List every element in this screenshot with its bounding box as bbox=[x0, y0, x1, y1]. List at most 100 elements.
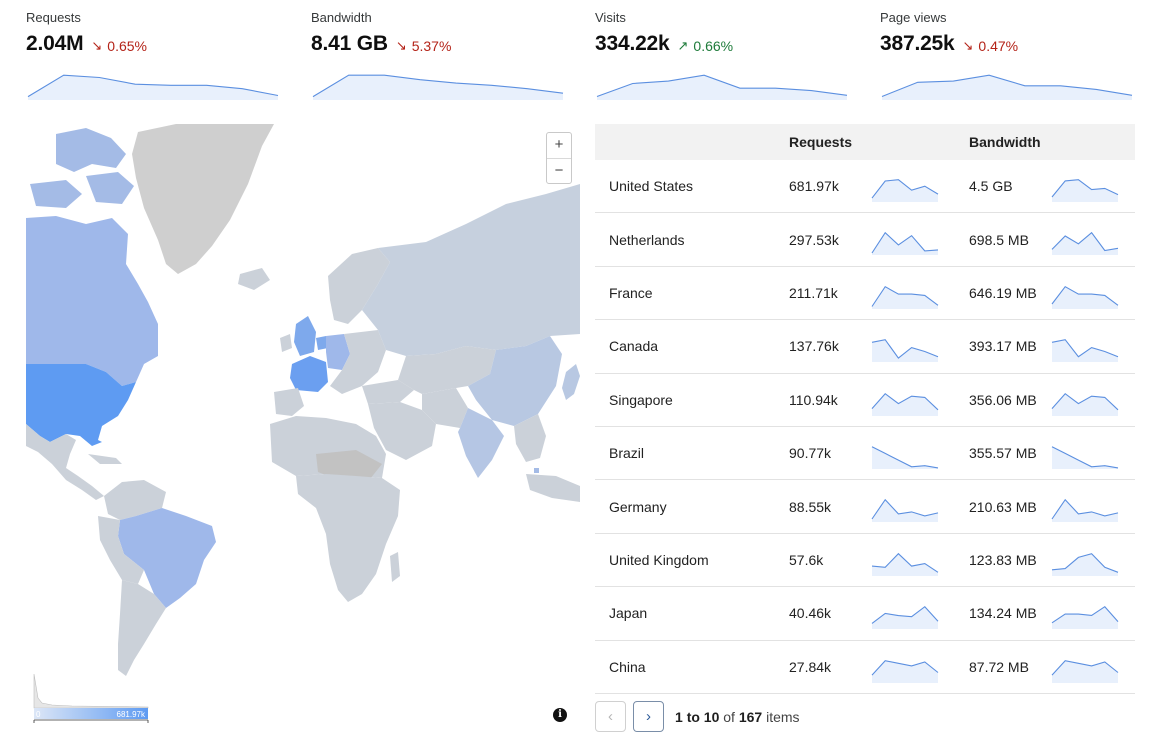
cell-bandwidth: 4.5 GB bbox=[969, 178, 1013, 195]
table-header: Requests Bandwidth bbox=[595, 124, 1135, 160]
sparkline-line bbox=[1051, 499, 1119, 520]
requests-sparkline bbox=[871, 606, 939, 630]
table-row[interactable]: France 211.71k 646.19 MB bbox=[595, 267, 1135, 321]
map-country-united-states[interactable] bbox=[26, 364, 136, 446]
map-country-turkey[interactable] bbox=[362, 380, 414, 404]
kpi-delta-value: 0.66% bbox=[693, 38, 734, 54]
cell-requests: 137.76k bbox=[789, 338, 839, 355]
table-row[interactable]: Germany 88.55k 210.63 MB bbox=[595, 480, 1135, 534]
sparkline-line bbox=[871, 552, 939, 573]
info-icon[interactable]: i bbox=[553, 708, 567, 722]
legend-gradient: 0 681.97k bbox=[33, 673, 149, 723]
bandwidth-sparkline bbox=[1051, 552, 1119, 576]
map-country-canada[interactable] bbox=[26, 216, 158, 386]
table-row[interactable]: Canada 137.76k 393.17 MB bbox=[595, 320, 1135, 374]
bandwidth-sparkline bbox=[1051, 659, 1119, 683]
zoom-in-button[interactable]: + bbox=[554, 136, 564, 153]
map-country-brazil[interactable] bbox=[118, 508, 216, 608]
sparkline-area bbox=[28, 75, 278, 100]
kpi-label: Visits bbox=[595, 10, 626, 25]
table-row[interactable]: Netherlands 297.53k 698.5 MB bbox=[595, 213, 1135, 267]
sparkline-area bbox=[872, 606, 938, 630]
sparkline-line bbox=[871, 285, 939, 307]
table-row[interactable]: Singapore 110.94k 356.06 MB bbox=[595, 374, 1135, 427]
map-country-china[interactable] bbox=[468, 336, 562, 426]
table-row[interactable]: China 27.84k 87.72 MB bbox=[595, 641, 1135, 694]
kpi-sparkline bbox=[881, 74, 1133, 100]
cell-country: United Kingdom bbox=[609, 551, 709, 568]
kpi-value: 334.22k bbox=[595, 32, 670, 55]
map-country-mexico[interactable] bbox=[26, 424, 104, 500]
map-country-germany[interactable] bbox=[326, 334, 350, 370]
map-country-iceland[interactable] bbox=[238, 268, 270, 290]
prev-page-button[interactable]: ‹ bbox=[595, 701, 626, 732]
sparkline-line bbox=[1051, 606, 1119, 624]
sparkline-area bbox=[1052, 553, 1118, 576]
map-country-spain[interactable] bbox=[274, 388, 304, 416]
page-of-word: of bbox=[723, 708, 735, 725]
sparkline-line bbox=[881, 74, 1133, 98]
table-row[interactable]: Japan 40.46k 134.24 MB bbox=[595, 587, 1135, 641]
sparkline-line bbox=[1051, 446, 1119, 469]
map-country-indonesia[interactable] bbox=[526, 474, 580, 502]
world-map[interactable] bbox=[26, 124, 580, 694]
cell-bandwidth: 123.83 MB bbox=[969, 551, 1037, 568]
table-row[interactable]: Brazil 90.77k 355.57 MB bbox=[595, 427, 1135, 481]
bandwidth-sparkline bbox=[1051, 499, 1119, 523]
map-country-ireland[interactable] bbox=[280, 334, 292, 352]
world-map-canvas[interactable] bbox=[26, 124, 580, 694]
sparkline-line bbox=[871, 179, 939, 199]
table-row[interactable]: United Kingdom 57.6k 123.83 MB bbox=[595, 534, 1135, 588]
map-country-scandinavia[interactable] bbox=[328, 248, 390, 324]
header-requests[interactable]: Requests bbox=[789, 134, 853, 150]
sparkline-area bbox=[872, 179, 938, 202]
map-country-japan[interactable] bbox=[562, 364, 580, 400]
map-country-india[interactable] bbox=[458, 408, 504, 478]
cell-country: Netherlands bbox=[609, 231, 685, 248]
kpi-page-views: Page views 387.25k ↘ 0.47% bbox=[880, 10, 1134, 102]
sparkline-line bbox=[871, 499, 939, 520]
table-row[interactable]: United States 681.97k 4.5 GB bbox=[595, 160, 1135, 214]
cell-bandwidth: 134.24 MB bbox=[969, 605, 1037, 622]
map-country-argentina-chile[interactable] bbox=[118, 580, 166, 676]
map-country-iran[interactable] bbox=[422, 388, 468, 428]
cell-bandwidth: 210.63 MB bbox=[969, 498, 1037, 515]
requests-sparkline bbox=[871, 659, 939, 683]
map-country-eastern-europe[interactable] bbox=[330, 330, 386, 394]
map-country-netherlands[interactable] bbox=[316, 336, 328, 350]
sparkline-area bbox=[1052, 179, 1118, 202]
sparkline-line bbox=[27, 74, 279, 98]
legend-max-label: 681.97k bbox=[117, 710, 146, 719]
next-page-button[interactable]: › bbox=[633, 701, 664, 732]
map-country-peru-bolivia[interactable] bbox=[98, 516, 144, 584]
map-country-cuba[interactable] bbox=[88, 454, 122, 464]
map-country-greenland[interactable] bbox=[132, 124, 274, 274]
map-country-colombia-venezuela[interactable] bbox=[104, 480, 166, 520]
map-country-canada-islands[interactable] bbox=[30, 180, 82, 208]
map-country-canada-islands[interactable] bbox=[86, 172, 134, 204]
sparkline-line bbox=[871, 232, 939, 254]
map-country-central-asia[interactable] bbox=[398, 346, 496, 394]
sparkline-area bbox=[597, 75, 847, 100]
zoom-out-button[interactable]: − bbox=[547, 158, 571, 183]
requests-sparkline bbox=[871, 552, 939, 576]
map-country-russia[interactable] bbox=[362, 184, 580, 356]
cell-requests: 211.71k bbox=[789, 284, 838, 301]
map-country-madagascar[interactable] bbox=[390, 552, 400, 582]
sparkline-area bbox=[872, 286, 938, 309]
header-bandwidth[interactable]: Bandwidth bbox=[969, 134, 1041, 150]
map-country-united-kingdom[interactable] bbox=[294, 316, 316, 356]
requests-sparkline bbox=[871, 232, 939, 256]
cell-bandwidth: 646.19 MB bbox=[969, 284, 1037, 301]
map-country-africa[interactable] bbox=[296, 474, 400, 602]
kpi-delta: ↗ 0.66% bbox=[678, 38, 734, 54]
map-country-singapore[interactable] bbox=[534, 468, 539, 473]
map-country-canada-islands[interactable] bbox=[56, 128, 126, 172]
kpi-sparkline bbox=[27, 74, 279, 100]
map-country-france[interactable] bbox=[290, 356, 328, 392]
map-country-southeast-asia[interactable] bbox=[514, 414, 546, 462]
sparkline-area bbox=[872, 553, 938, 576]
kpi-delta-value: 0.65% bbox=[107, 38, 147, 54]
map-country-middle-east[interactable] bbox=[368, 402, 436, 460]
kpi-label: Requests bbox=[26, 10, 81, 25]
